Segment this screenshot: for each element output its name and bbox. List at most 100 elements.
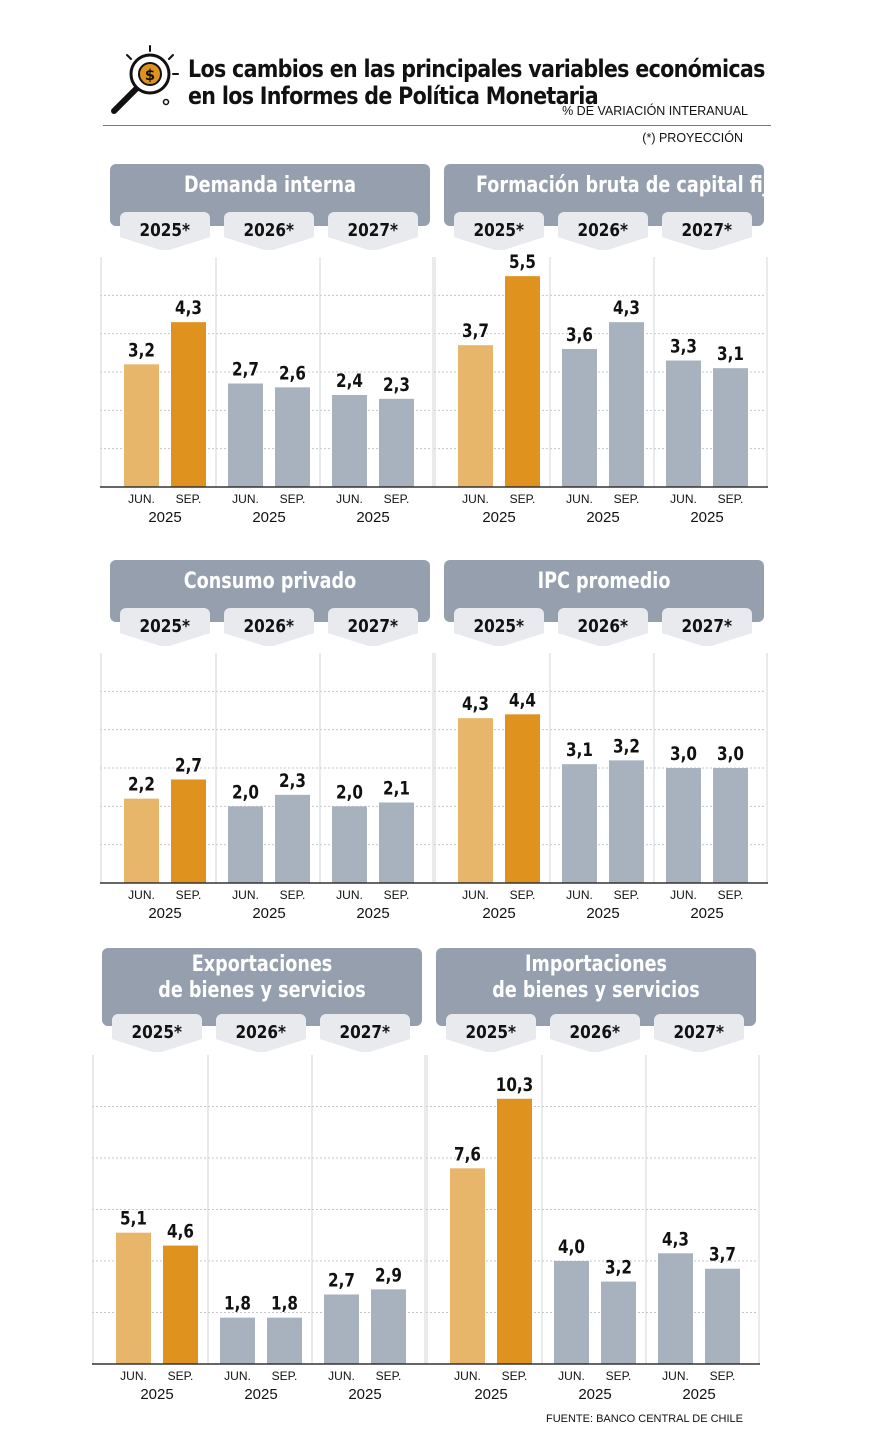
data-label: 2,3 bbox=[279, 770, 306, 792]
data-label: 5,1 bbox=[120, 1208, 147, 1230]
year-tab: 2026* bbox=[558, 608, 648, 646]
data-label: 7,6 bbox=[454, 1144, 481, 1166]
tick-label: JUN. bbox=[128, 888, 155, 902]
data-label: 2,3 bbox=[383, 374, 410, 396]
tick-label: SEP. bbox=[614, 492, 640, 506]
year-tab-label: 2025* bbox=[139, 616, 191, 637]
panel-title: IPC promedio bbox=[537, 569, 671, 594]
bar bbox=[267, 1317, 302, 1364]
tick-label: SEP. bbox=[606, 1369, 632, 1383]
data-label: 2,7 bbox=[328, 1270, 355, 1292]
bar bbox=[609, 760, 644, 883]
data-label: 3,2 bbox=[128, 340, 155, 362]
bar bbox=[371, 1289, 406, 1364]
data-label: 4,4 bbox=[509, 690, 536, 712]
tick-label: JUN. bbox=[566, 492, 593, 506]
year-label: 2025 bbox=[140, 1386, 173, 1403]
year-tab: 2025* bbox=[120, 212, 210, 250]
data-label: 3,2 bbox=[613, 736, 640, 758]
year-label: 2025 bbox=[578, 1386, 611, 1403]
year-tab: 2027* bbox=[328, 212, 418, 250]
year-tab: 2025* bbox=[454, 608, 544, 646]
bar bbox=[505, 714, 540, 883]
data-label: 3,7 bbox=[462, 321, 489, 343]
bar bbox=[658, 1253, 693, 1364]
tick-label: JUN. bbox=[328, 1369, 355, 1383]
year-tab-label: 2027* bbox=[339, 1022, 391, 1043]
bar bbox=[458, 718, 493, 883]
tick-label: JUN. bbox=[120, 1369, 147, 1383]
tick-label: SEP. bbox=[710, 1369, 736, 1383]
tick-label: SEP. bbox=[384, 888, 410, 902]
tick-label: SEP. bbox=[510, 492, 536, 506]
data-label: 4,3 bbox=[613, 298, 640, 320]
data-label: 3,0 bbox=[670, 743, 697, 765]
title-line-2: en los Informes de Política Monetaria bbox=[188, 82, 599, 110]
tick-label: JUN. bbox=[558, 1369, 585, 1383]
data-label: 4,6 bbox=[167, 1221, 194, 1243]
data-label: 2,9 bbox=[375, 1265, 402, 1287]
bar bbox=[116, 1232, 151, 1364]
tick-label: SEP. bbox=[510, 888, 536, 902]
panel-banner: Importaciones de bienes y servicios bbox=[436, 948, 756, 1026]
panel-title: Exportaciones bbox=[191, 952, 333, 977]
data-label: 4,0 bbox=[558, 1236, 585, 1258]
data-label: 2,6 bbox=[279, 363, 306, 385]
panel-title: Demanda interna bbox=[184, 173, 356, 198]
tick-label: JUN. bbox=[662, 1369, 689, 1383]
bar-chart: 7,6 JUN. 10,3 SEP. 2025 4,0 JUN. 3,2 SEP. 2025 4,3… bbox=[426, 1055, 760, 1403]
tick-label: SEP. bbox=[502, 1369, 528, 1383]
data-label: 3,2 bbox=[605, 1257, 632, 1279]
year-tab-label: 2026* bbox=[569, 1022, 621, 1043]
bar bbox=[666, 768, 701, 883]
year-label: 2025 bbox=[148, 509, 181, 526]
panel-title: de bienes y servicios bbox=[492, 978, 700, 1003]
data-label: 3,1 bbox=[717, 344, 744, 366]
bar-chart: 3,2 JUN. 4,3 SEP. 2025 2,7 JUN. 2,6 SEP. 2025 2,4 J… bbox=[100, 257, 434, 526]
tick-label: JUN. bbox=[462, 888, 489, 902]
header-divider bbox=[103, 125, 771, 126]
data-label: 2,4 bbox=[336, 370, 363, 392]
tick-label: JUN. bbox=[670, 492, 697, 506]
tick-label: SEP. bbox=[384, 492, 410, 506]
bar bbox=[228, 383, 263, 487]
year-tab: 2025* bbox=[120, 608, 210, 646]
title-line-1: Los cambios en las principales variables… bbox=[188, 55, 765, 83]
bar bbox=[332, 806, 367, 883]
tick-label: JUN. bbox=[224, 1369, 251, 1383]
year-label: 2025 bbox=[586, 509, 619, 526]
year-tab-label: 2025* bbox=[473, 220, 525, 241]
tick-label: SEP. bbox=[718, 492, 744, 506]
year-label: 2025 bbox=[252, 905, 285, 922]
year-tab: 2026* bbox=[550, 1014, 640, 1052]
data-label: 2,1 bbox=[383, 778, 410, 800]
data-label: 2,7 bbox=[175, 755, 202, 777]
year-label: 2025 bbox=[148, 905, 181, 922]
data-label: 1,8 bbox=[271, 1293, 298, 1315]
year-label: 2025 bbox=[482, 509, 515, 526]
year-tab-label: 2025* bbox=[473, 616, 525, 637]
bar bbox=[450, 1168, 485, 1364]
year-tab: 2025* bbox=[112, 1014, 202, 1052]
year-tab: 2026* bbox=[224, 212, 314, 250]
bar bbox=[497, 1098, 532, 1364]
bar-chart: 4,3 JUN. 4,4 SEP. 2025 3,1 JUN. 3,2 SEP. 2025 3,0 J… bbox=[434, 653, 768, 922]
tick-label: SEP. bbox=[176, 492, 202, 506]
year-tab-label: 2026* bbox=[243, 616, 295, 637]
panel-title: Formación bruta de capital fijo bbox=[476, 173, 781, 198]
data-label: 2,0 bbox=[232, 782, 259, 804]
year-label: 2025 bbox=[482, 905, 515, 922]
year-label: 2025 bbox=[356, 905, 389, 922]
year-tab: 2027* bbox=[320, 1014, 410, 1052]
tick-label: JUN. bbox=[232, 888, 259, 902]
magnifier-dollar-icon: $ bbox=[111, 45, 179, 114]
bar bbox=[379, 398, 414, 487]
year-tab: 2025* bbox=[454, 212, 544, 250]
source-note: FUENTE: BANCO CENTRAL DE CHILE bbox=[545, 1413, 743, 1425]
bar bbox=[562, 349, 597, 487]
year-tab-label: 2027* bbox=[347, 220, 399, 241]
bar bbox=[332, 395, 367, 487]
year-tab-label: 2025* bbox=[139, 220, 191, 241]
data-label: 3,6 bbox=[566, 324, 593, 346]
tick-label: SEP. bbox=[176, 888, 202, 902]
